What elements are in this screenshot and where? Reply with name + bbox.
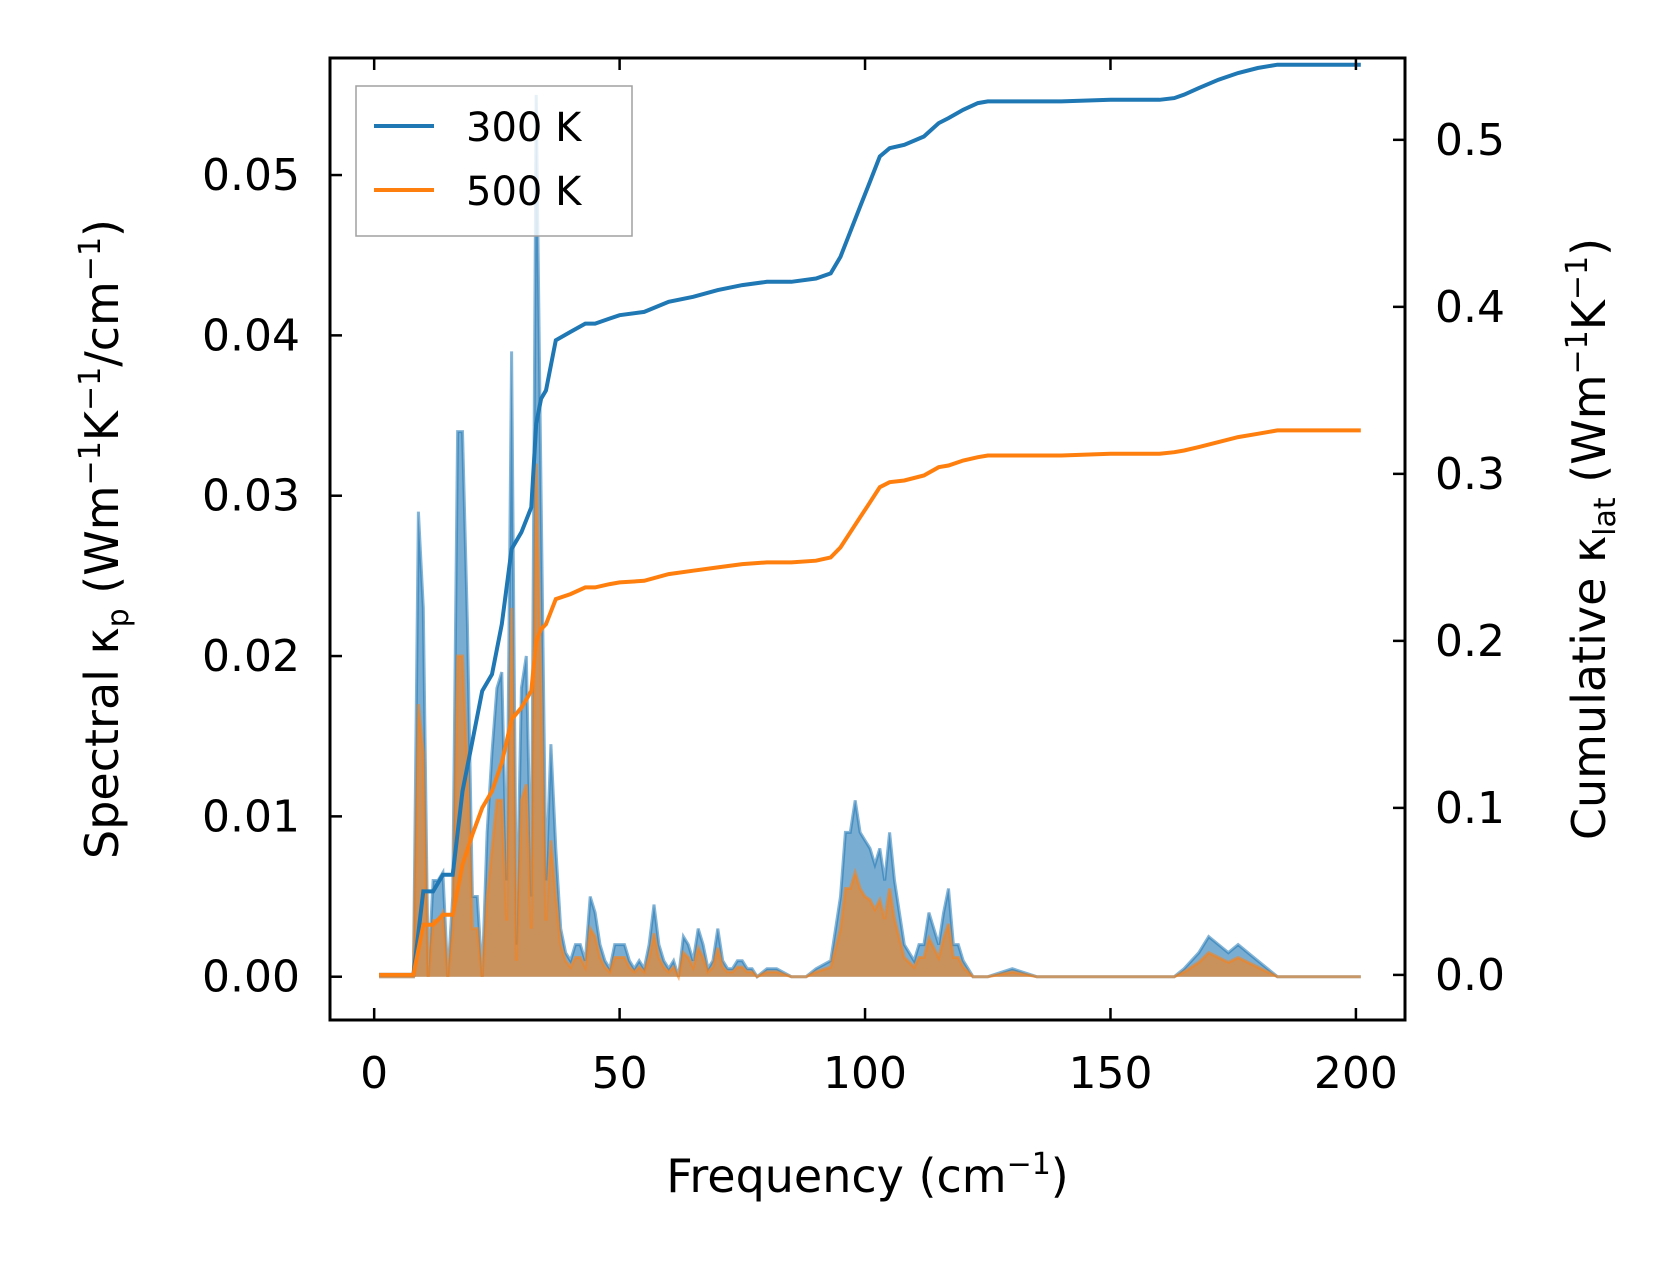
y-axis-right-label: Cumulative κlat (Wm−1K−1) <box>1560 238 1623 840</box>
x-tick-label: 200 <box>1314 1048 1398 1099</box>
cumulative-layer <box>379 62 1361 977</box>
x-tick-label: 100 <box>823 1048 907 1099</box>
legend-label-500k: 500 K <box>466 169 583 215</box>
y-right-tick-label: 0.2 <box>1435 616 1505 667</box>
y-left-tick-label: 0.02 <box>202 631 300 682</box>
x-tick-label: 0 <box>360 1048 388 1099</box>
spectral-layer <box>379 94 1361 982</box>
x-axis-label: Frequency (cm−1) <box>666 1147 1069 1203</box>
y-left-tick-label: 0.05 <box>202 150 300 201</box>
legend-label-300k: 300 K <box>466 105 583 151</box>
y-right-tick-label: 0.0 <box>1435 950 1505 1001</box>
y-left-tick-label: 0.03 <box>202 471 300 522</box>
x-tick-label: 150 <box>1068 1048 1152 1099</box>
cumulative-line-300k <box>379 62 1361 977</box>
y-right-tick-label: 0.4 <box>1435 282 1505 333</box>
y-right-tick-label: 0.3 <box>1435 449 1505 500</box>
cumulative-line-500k <box>379 428 1361 977</box>
y-left-tick-label: 0.04 <box>202 310 300 361</box>
plot-frame <box>328 56 1407 1022</box>
y-right-tick-label: 0.1 <box>1435 783 1505 834</box>
y-left-tick-label: 0.00 <box>202 952 300 1003</box>
legend: 300 K 500 K <box>355 85 633 237</box>
y-left-tick-label: 0.01 <box>202 791 300 842</box>
ticks-layer: 0 50 100 150 200 0.00 0.01 0.02 0.03 0.04 0.05 0.0 0… <box>202 58 1505 1099</box>
y-right-tick-label: 0.5 <box>1435 115 1505 166</box>
y-axis-left-label: Spectral κp (Wm−1K−1/cm−1) <box>73 219 136 859</box>
spectral-line-500k <box>379 463 1361 982</box>
x-tick-label: 50 <box>592 1048 648 1099</box>
legend-box <box>355 85 633 237</box>
